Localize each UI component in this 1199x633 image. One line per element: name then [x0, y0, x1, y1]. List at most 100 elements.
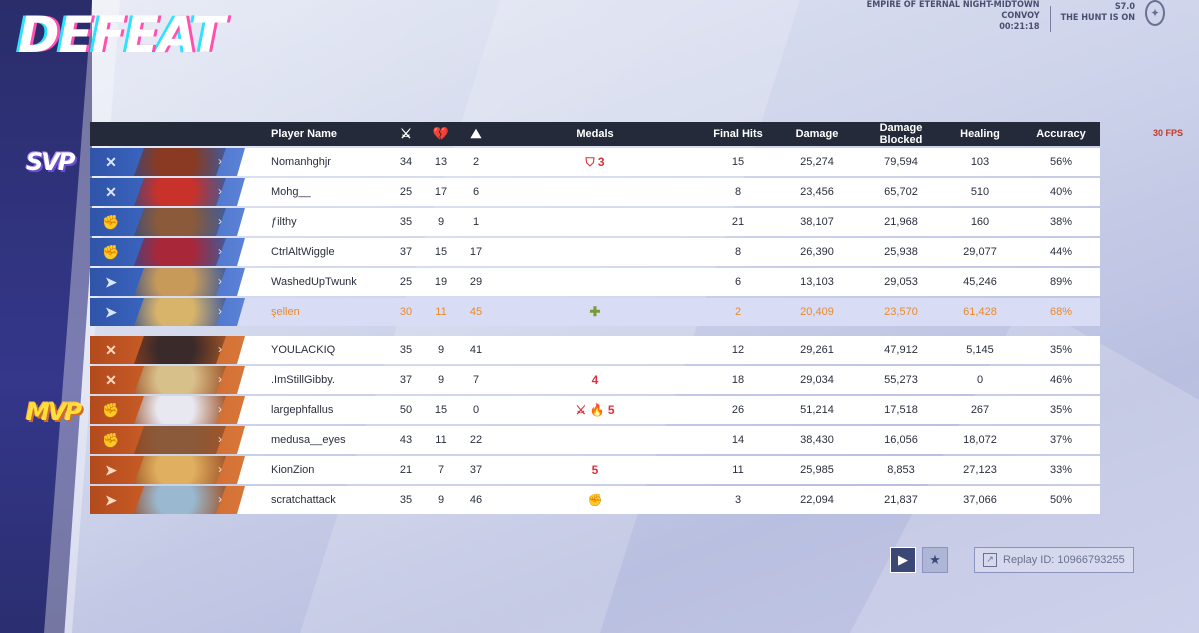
deaths-value: 11	[435, 434, 447, 446]
healing-value: 45,246	[963, 276, 997, 288]
damage-blocked-value: 47,912	[884, 344, 918, 356]
player-row[interactable]: ✊ › medusa__eyes 43 11 22 14 38,430 16,056 18,072…	[90, 426, 1100, 454]
player-name: Nomanhghjr	[271, 156, 331, 168]
damage-blocked-value: 16,056	[884, 434, 918, 446]
hero-portrait	[134, 238, 226, 266]
player-row[interactable]: ✕ › Mohg__ 25 17 6 8 23,456 65,702 510 40%	[90, 178, 1100, 206]
final-hits-value: 6	[734, 276, 742, 288]
role-icon: ✕	[105, 184, 117, 200]
role-icon: ✊	[102, 214, 120, 230]
kills-value: 37	[399, 246, 413, 258]
player-row[interactable]: ✊ › largephfallus 50 15 0 ⚔ 🔥 5 26 51,214 17,518 2…	[90, 396, 1100, 424]
player-name: şellen	[271, 306, 300, 318]
final-hits-value: 2	[734, 306, 742, 318]
assists-value: 45	[469, 306, 483, 318]
game-mode: CONVOY	[1001, 11, 1040, 21]
medals-value: ✊	[587, 493, 603, 507]
damage-value: 38,430	[800, 434, 834, 446]
assists-value: 0	[472, 404, 480, 416]
hero-banner[interactable]: ✊ ›	[90, 208, 245, 236]
damage-blocked-value: 29,053	[884, 276, 918, 288]
hero-banner[interactable]: ✕ ›	[90, 148, 245, 176]
hero-banner[interactable]: ✊ ›	[90, 238, 245, 266]
hero-banner[interactable]: ➤ ›	[90, 486, 245, 514]
player-row[interactable]: ✕ › YOULACKIQ 35 9 41 12 29,261 47,912 5,145 35%	[90, 336, 1100, 364]
hero-banner[interactable]: ✕ ›	[90, 366, 245, 394]
accuracy-value: 37%	[1049, 434, 1073, 446]
fps-counter: 30 FPS	[1152, 128, 1183, 138]
player-name: ƒilthy	[271, 216, 297, 228]
match-time: 00:21:18	[999, 22, 1040, 32]
player-name: CtrlAltWiggle	[271, 246, 335, 258]
medals-value: ⛉ 3	[585, 154, 605, 169]
player-name: medusa__eyes	[271, 434, 346, 446]
hero-portrait	[134, 208, 226, 236]
player-row[interactable]: ✕ › .ImStillGibby. 37 9 7 4 18 29,034 55,273 0 46%	[90, 366, 1100, 394]
healing-value: 160	[970, 216, 990, 228]
healing-value: 29,077	[963, 246, 997, 258]
player-row[interactable]: ➤ › şellen 30 11 45 ✚ 2 20,409 23,570 61,428 68%	[90, 298, 1100, 326]
player-name: Mohg__	[271, 186, 311, 198]
replay-id-button[interactable]: ↗ Replay ID: 10966793255	[974, 547, 1134, 573]
deaths-value: 9	[437, 344, 445, 356]
damage-value: 29,034	[800, 374, 834, 386]
hero-banner[interactable]: ➤ ›	[90, 456, 245, 484]
player-row[interactable]: ➤ › KionZion 21 7 37 5 11 25,985 8,853 27,123 33%	[90, 456, 1100, 484]
damage-value: 38,107	[800, 216, 834, 228]
player-name: scratchattack	[271, 494, 336, 506]
player-row[interactable]: ➤ › WashedUpTwunk 25 19 29 6 13,103 29,053 45,246…	[90, 268, 1100, 296]
hero-banner[interactable]: ✕ ›	[90, 336, 245, 364]
assists-value: 46	[469, 494, 483, 506]
deaths-value: 7	[437, 464, 445, 476]
damage-value: 25,274	[800, 156, 834, 168]
accuracy-value: 68%	[1049, 306, 1073, 318]
hero-banner[interactable]: ✊ ›	[90, 426, 245, 454]
assists-value: 22	[469, 434, 483, 446]
kills-value: 21	[399, 464, 413, 476]
accuracy-value: 35%	[1049, 344, 1073, 356]
role-icon: ✕	[105, 342, 117, 358]
accuracy-value: 50%	[1049, 494, 1073, 506]
play-replay-button[interactable]: ▶	[890, 547, 916, 573]
kills-value: 25	[399, 276, 413, 288]
hero-banner[interactable]: ✕ ›	[90, 178, 245, 206]
player-row[interactable]: ✊ › CtrlAltWiggle 37 15 17 8 26,390 25,938 29,077…	[90, 238, 1100, 266]
kills-value: 35	[399, 216, 413, 228]
player-name: largephfallus	[271, 404, 334, 416]
chevron-right-icon: ›	[218, 214, 222, 228]
healing-value: 267	[970, 404, 990, 416]
hero-banner[interactable]: ✊ ›	[90, 396, 245, 424]
chevron-right-icon: ›	[218, 402, 222, 416]
accuracy-value: 46%	[1049, 374, 1073, 386]
hero-banner[interactable]: ➤ ›	[90, 268, 245, 296]
player-row[interactable]: ✕ › Nomanhghjr 34 13 2 ⛉ 3 15 25,274 79,594 103 56%	[90, 148, 1100, 176]
deaths-value: 9	[437, 216, 445, 228]
hero-portrait	[134, 456, 226, 484]
final-hits-value: 12	[731, 344, 745, 356]
player-row[interactable]: ✊ › ƒilthy 35 9 1 21 38,107 21,968 160 38%	[90, 208, 1100, 236]
deaths-value: 9	[437, 374, 445, 386]
chevron-right-icon: ›	[218, 462, 222, 476]
damage-blocked-value: 21,837	[884, 494, 918, 506]
hero-banner[interactable]: ➤ ›	[90, 298, 245, 326]
kills-icon: ⚔	[400, 126, 412, 141]
assists-value: 2	[472, 156, 480, 168]
final-hits-value: 8	[734, 246, 742, 258]
header-accuracy: Accuracy	[1036, 128, 1086, 140]
chevron-right-icon: ›	[218, 492, 222, 506]
role-icon: ✊	[102, 432, 120, 448]
kills-value: 43	[399, 434, 413, 446]
player-row[interactable]: ➤ › scratchattack 35 9 46 ✊ 3 22,094 21,837 37,066…	[90, 486, 1100, 514]
deaths-value: 11	[435, 306, 447, 318]
favorite-button[interactable]: ★	[922, 547, 948, 573]
healing-value: 5,145	[966, 344, 994, 356]
accuracy-value: 56%	[1049, 156, 1073, 168]
header-player-name: Player Name	[271, 128, 338, 140]
header-damage-blocked: Damage Blocked	[879, 122, 923, 146]
damage-blocked-value: 8,853	[887, 464, 915, 476]
kills-value: 34	[399, 156, 413, 168]
medals-value: 5	[591, 463, 599, 477]
chevron-right-icon: ›	[218, 154, 222, 168]
team-divider	[90, 326, 1100, 334]
damage-blocked-value: 25,938	[884, 246, 918, 258]
